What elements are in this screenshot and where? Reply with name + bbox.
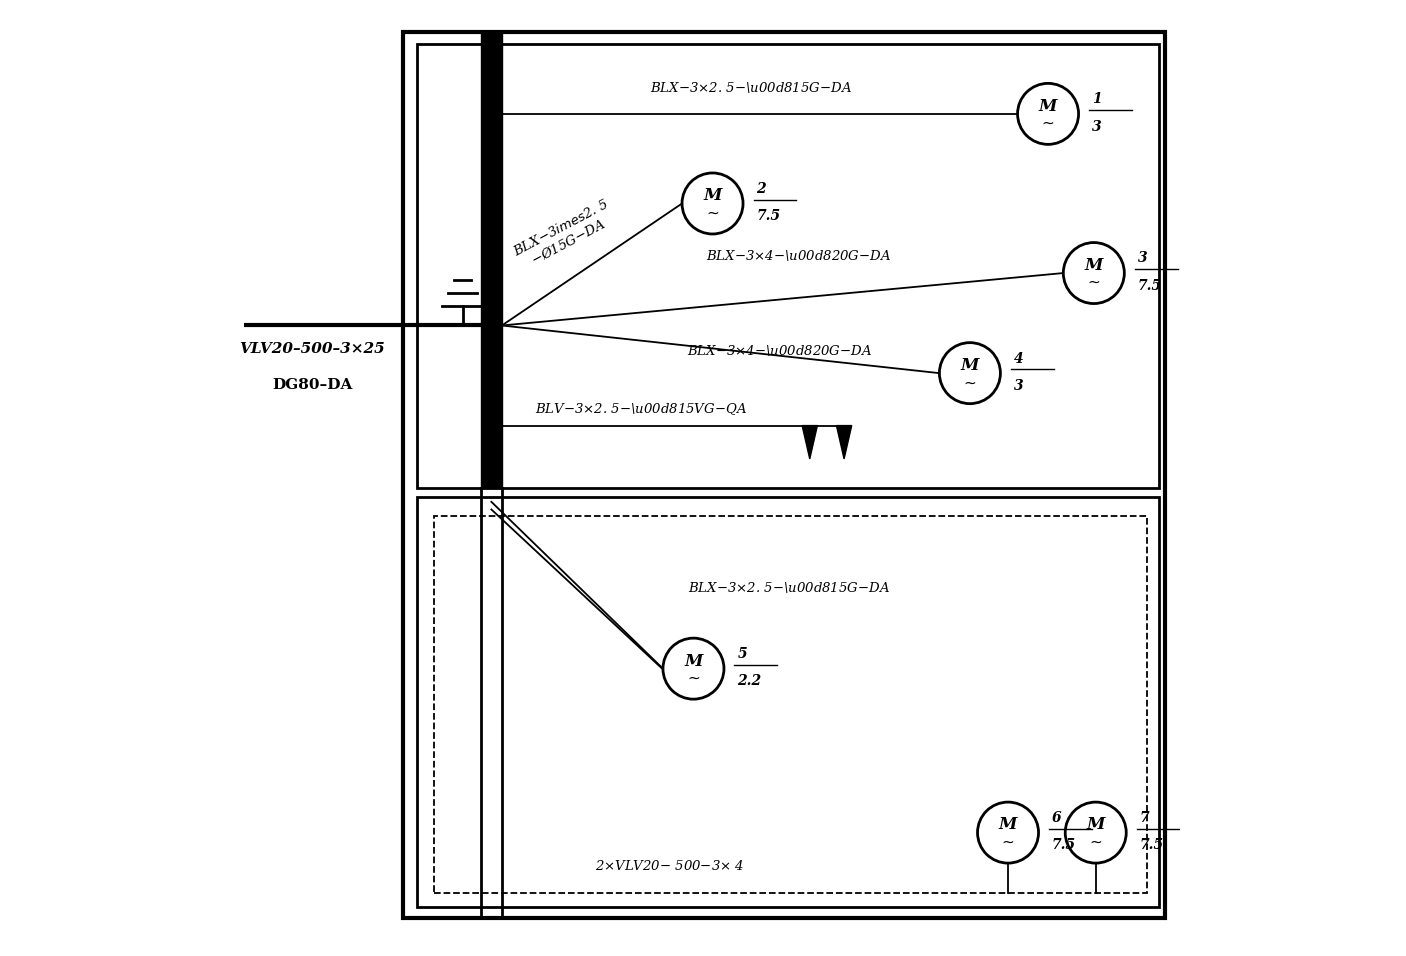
Text: 7.5: 7.5 — [1137, 279, 1161, 293]
Text: M: M — [703, 187, 721, 205]
Circle shape — [1018, 83, 1078, 144]
Polygon shape — [803, 425, 817, 459]
Text: 1: 1 — [1092, 92, 1101, 106]
Text: M: M — [998, 816, 1017, 834]
Bar — [481, 32, 502, 488]
Text: 7.5: 7.5 — [1140, 838, 1164, 853]
Text: ∼: ∼ — [706, 206, 718, 221]
Text: BLX$-$3$\times$4$-$\u00d820G$-$DA: BLX$-$3$\times$4$-$\u00d820G$-$DA — [686, 343, 872, 358]
Text: 6: 6 — [1052, 811, 1062, 825]
Text: 3: 3 — [1014, 379, 1024, 393]
Circle shape — [939, 342, 1001, 403]
Text: 2$\times$VLV20$-$ 500$-$3$\times$ 4: 2$\times$VLV20$-$ 500$-$3$\times$ 4 — [595, 858, 744, 873]
Text: M: M — [1084, 257, 1104, 274]
Circle shape — [977, 802, 1039, 863]
Text: BLV$-$3$\times$2. 5$-$\u00d815VG$-$QA: BLV$-$3$\times$2. 5$-$\u00d815VG$-$QA — [536, 402, 747, 417]
Circle shape — [682, 173, 742, 234]
Text: DG80–DA: DG80–DA — [271, 378, 353, 392]
Text: 7: 7 — [1140, 811, 1149, 825]
Bar — [418, 44, 1159, 488]
Text: 3: 3 — [1092, 120, 1101, 134]
Text: VLV20–500–3×25: VLV20–500–3×25 — [239, 342, 385, 357]
Text: BLX$-$3$\times$4$-$\u00d820G$-$DA: BLX$-$3$\times$4$-$\u00d820G$-$DA — [706, 249, 891, 264]
Text: M: M — [1039, 98, 1057, 115]
Circle shape — [1066, 802, 1126, 863]
Text: ∼: ∼ — [688, 671, 700, 685]
Text: ∼: ∼ — [963, 375, 976, 390]
Text: M: M — [685, 653, 703, 669]
Text: BLX$-$3$\times$2. 5$-$\u00d815G$-$DA: BLX$-$3$\times$2. 5$-$\u00d815G$-$DA — [688, 580, 890, 596]
Text: 3: 3 — [1137, 251, 1147, 266]
Circle shape — [1063, 243, 1125, 304]
Text: BLX$-$3$	imes$2. 5
$-$Ø15G$-$DA: BLX$-$3$ imes$2. 5 $-$Ø15G$-$DA — [510, 197, 619, 273]
Text: M: M — [1087, 816, 1105, 834]
Polygon shape — [837, 425, 852, 459]
Text: 5: 5 — [737, 647, 747, 661]
Text: 2: 2 — [756, 182, 766, 196]
Text: ∼: ∼ — [1042, 116, 1054, 131]
Text: 7.5: 7.5 — [1052, 838, 1076, 853]
Bar — [434, 516, 1147, 893]
Bar — [402, 32, 1166, 919]
Text: M: M — [960, 357, 979, 374]
Text: ∼: ∼ — [1001, 835, 1014, 850]
Bar — [418, 497, 1159, 907]
Text: ∼: ∼ — [1090, 835, 1102, 850]
Text: 4: 4 — [1014, 352, 1024, 365]
Circle shape — [664, 639, 724, 699]
Text: 2.2: 2.2 — [737, 674, 762, 688]
Text: ∼: ∼ — [1087, 275, 1101, 290]
Text: BLX$-$3$\times$2. 5$-$\u00d815G$-$DA: BLX$-$3$\times$2. 5$-$\u00d815G$-$DA — [650, 79, 852, 95]
Text: 7.5: 7.5 — [756, 209, 780, 223]
